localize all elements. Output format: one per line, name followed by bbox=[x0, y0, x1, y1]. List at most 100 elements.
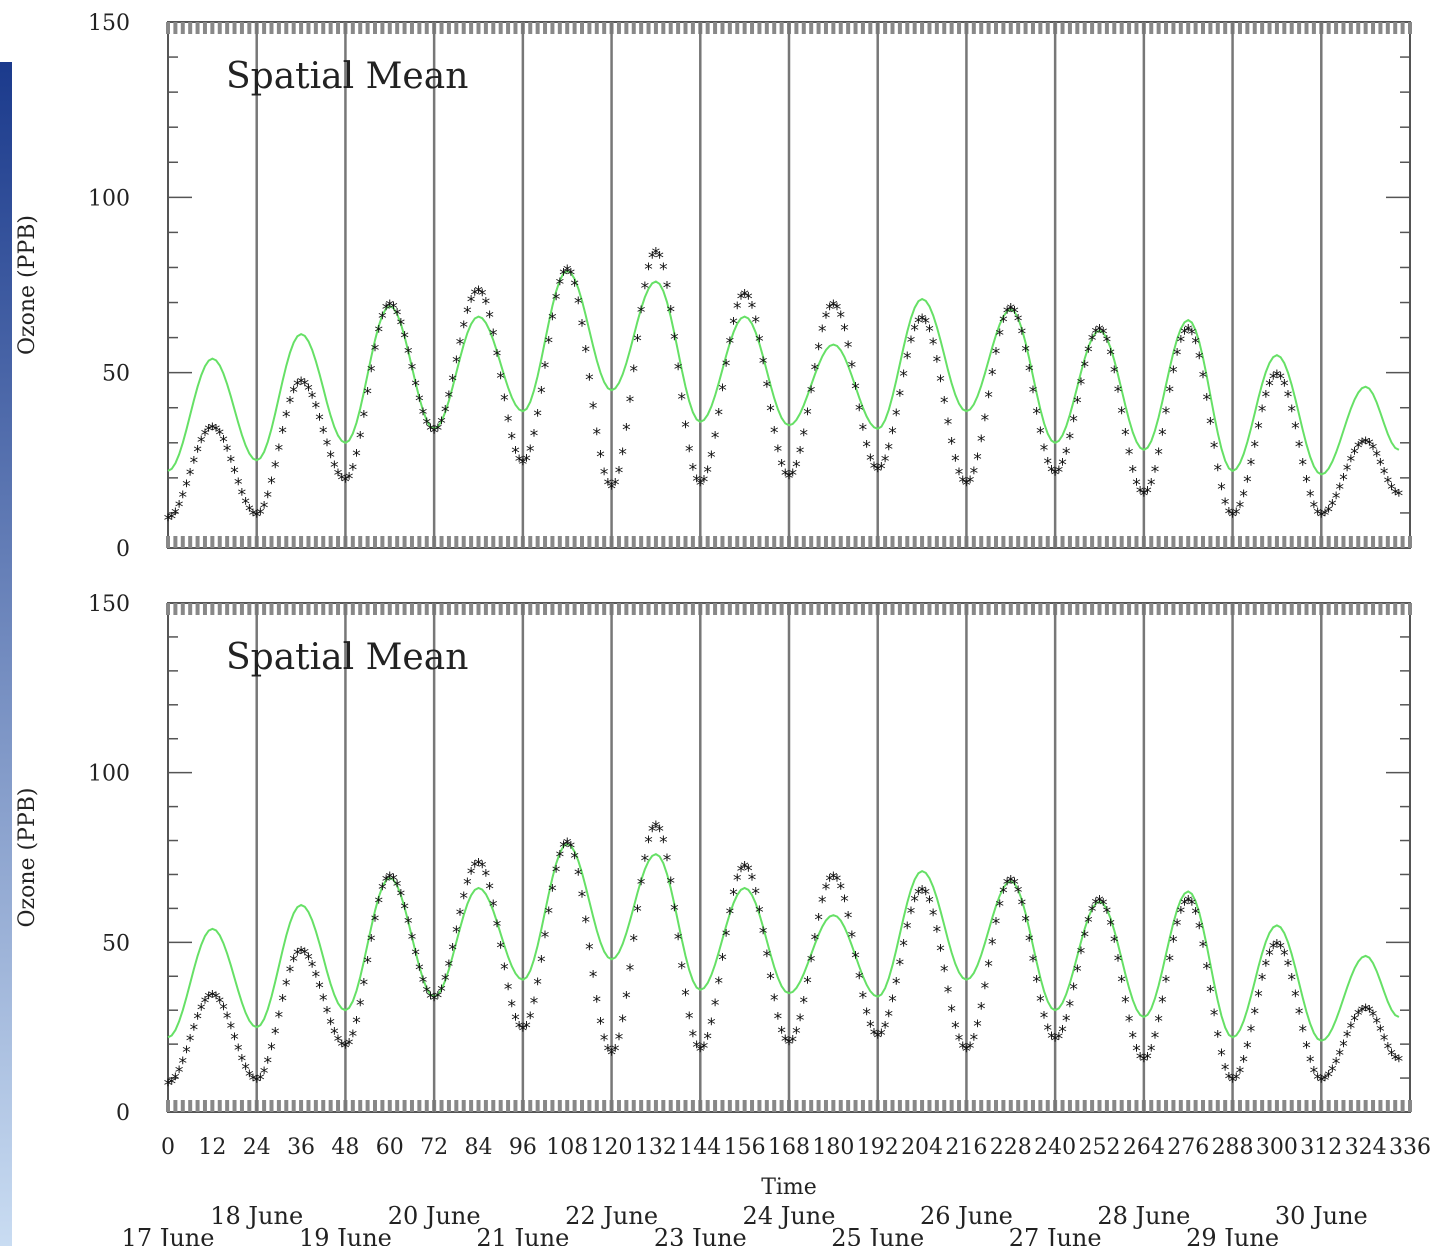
observed-ozone-marker: * bbox=[266, 1040, 276, 1060]
observed-ozone-marker: * bbox=[1050, 465, 1060, 485]
observed-ozone-marker: * bbox=[802, 405, 812, 425]
observed-ozone-marker: * bbox=[1142, 484, 1152, 504]
observed-ozone-marker: * bbox=[170, 505, 180, 525]
observed-ozone-marker: * bbox=[710, 996, 720, 1016]
observed-ozone-marker: * bbox=[913, 885, 923, 905]
observed-ozone-marker: * bbox=[1194, 919, 1204, 939]
y-tick-label: 100 bbox=[88, 762, 130, 787]
observed-ozone-marker: * bbox=[621, 421, 631, 441]
observed-ozone-marker: * bbox=[547, 882, 557, 902]
observed-ozone-marker: * bbox=[1283, 388, 1293, 408]
observed-ozone-marker: * bbox=[244, 502, 254, 522]
observed-ozone-marker: * bbox=[1142, 1049, 1152, 1069]
observed-ozone-marker: * bbox=[436, 414, 446, 434]
observed-ozone-marker: * bbox=[1257, 402, 1267, 422]
observed-ozone-marker: * bbox=[910, 892, 920, 912]
observed-ozone-marker: * bbox=[181, 1043, 191, 1063]
observed-ozone-marker: * bbox=[211, 421, 221, 441]
observed-ozone-marker: * bbox=[935, 942, 945, 962]
observed-ozone-marker: * bbox=[795, 444, 805, 464]
observed-ozone-marker: * bbox=[758, 354, 768, 374]
observed-ozone-marker: * bbox=[311, 967, 321, 987]
x-tick-label: 312 bbox=[1300, 1135, 1342, 1160]
observed-ozone-marker: * bbox=[340, 1039, 350, 1059]
observed-ozone-marker: * bbox=[699, 473, 709, 493]
observed-ozone-marker: * bbox=[411, 376, 421, 396]
observed-ozone-marker: * bbox=[806, 952, 816, 972]
observed-ozone-marker: * bbox=[311, 399, 321, 419]
panel-title: Spatial Mean bbox=[226, 56, 468, 97]
observed-ozone-marker: * bbox=[765, 401, 775, 421]
y-tick-label: 50 bbox=[102, 362, 130, 387]
observed-ozone-marker: * bbox=[314, 979, 324, 999]
observed-ozone-marker: * bbox=[414, 392, 424, 412]
observed-ozone-marker: * bbox=[1264, 946, 1274, 966]
observed-ozone-marker: * bbox=[1220, 495, 1230, 515]
observed-ozone-marker: * bbox=[791, 457, 801, 477]
observed-ozone-marker: * bbox=[669, 901, 679, 921]
x-tick-label: 324 bbox=[1345, 1135, 1387, 1160]
observed-ozone-marker: * bbox=[1368, 1007, 1378, 1027]
observed-ozone-marker: * bbox=[728, 886, 738, 906]
observed-ozone-marker: * bbox=[1198, 368, 1208, 388]
observed-ozone-marker: * bbox=[1375, 456, 1385, 476]
observed-ozone-marker: * bbox=[1342, 461, 1352, 481]
observed-ozone-marker: * bbox=[725, 904, 735, 924]
observed-ozone-marker: * bbox=[533, 407, 543, 427]
observed-ozone-marker: * bbox=[1372, 1014, 1382, 1034]
observed-ozone-marker: * bbox=[448, 371, 458, 391]
observed-ozone-marker: * bbox=[351, 1014, 361, 1034]
observed-ozone-marker: * bbox=[1094, 893, 1104, 913]
x-tick-label: 108 bbox=[546, 1135, 588, 1160]
observed-ozone-marker: * bbox=[1257, 971, 1267, 991]
observed-ozone-marker: * bbox=[632, 332, 642, 352]
observed-ozone-marker: * bbox=[991, 915, 1001, 935]
observed-ozone-marker: * bbox=[499, 391, 509, 411]
observed-ozone-marker: * bbox=[1128, 1029, 1138, 1049]
observed-ozone-marker: * bbox=[869, 459, 879, 479]
observed-ozone-marker: * bbox=[355, 429, 365, 449]
observed-ozone-marker: * bbox=[1331, 1055, 1341, 1075]
observed-ozone-marker: * bbox=[647, 822, 657, 842]
date-label: 24 June bbox=[743, 1202, 836, 1230]
observed-ozone-marker: * bbox=[277, 991, 287, 1011]
observed-ozone-marker: * bbox=[651, 818, 661, 838]
observed-ozone-marker: * bbox=[1057, 1022, 1067, 1042]
observed-ozone-marker: * bbox=[377, 880, 387, 900]
observed-ozone-marker: * bbox=[825, 300, 835, 320]
observed-ozone-marker: * bbox=[1209, 1006, 1219, 1026]
observed-ozone-marker: * bbox=[1157, 425, 1167, 445]
observed-ozone-marker: * bbox=[780, 466, 790, 486]
date-label: 28 June bbox=[1097, 1202, 1190, 1230]
observed-ozone-marker: * bbox=[732, 871, 742, 891]
observed-ozone-marker: * bbox=[558, 838, 568, 858]
observed-ozone-marker: * bbox=[610, 1041, 620, 1061]
y-axis-label: Ozone (PPB) bbox=[15, 215, 40, 355]
observed-ozone-marker: * bbox=[200, 994, 210, 1014]
observed-ozone-marker: * bbox=[388, 299, 398, 319]
observed-ozone-marker: * bbox=[584, 371, 594, 391]
observed-ozone-marker: * bbox=[869, 1026, 879, 1046]
x-tick-label: 60 bbox=[376, 1135, 404, 1160]
observed-ozone-marker: * bbox=[669, 330, 679, 350]
model-ozone-line bbox=[167, 842, 1400, 1042]
observed-ozone-marker: * bbox=[1194, 349, 1204, 369]
observed-ozone-marker: * bbox=[577, 316, 587, 336]
observed-ozone-marker: * bbox=[865, 451, 875, 471]
observed-ozone-marker: * bbox=[599, 1031, 609, 1051]
observed-ozone-marker: * bbox=[307, 957, 317, 977]
observed-ozone-marker: * bbox=[743, 862, 753, 882]
observed-ozone-marker: * bbox=[769, 423, 779, 443]
observed-ozone-marker: * bbox=[481, 866, 491, 886]
observed-ozone-marker: * bbox=[1146, 475, 1156, 495]
observed-ozone-marker: * bbox=[947, 435, 957, 455]
observed-ozone-marker: * bbox=[1287, 402, 1297, 422]
observed-ozone-marker: * bbox=[462, 875, 472, 895]
observed-ozone-marker: * bbox=[451, 923, 461, 943]
observed-ozone-marker: * bbox=[839, 892, 849, 912]
observed-ozone-marker: * bbox=[643, 833, 653, 853]
observed-ozone-marker: * bbox=[385, 297, 395, 317]
observed-ozone-marker: * bbox=[403, 344, 413, 364]
